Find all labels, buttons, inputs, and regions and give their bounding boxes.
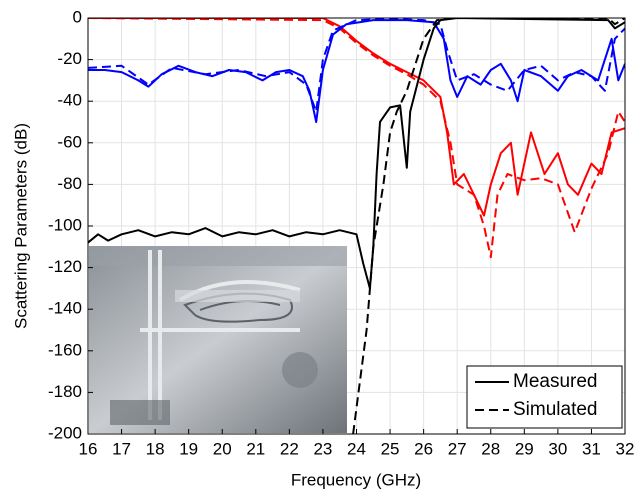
y-tick-label: -100	[48, 215, 82, 234]
legend: Measured Simulated	[466, 365, 623, 429]
plot-lines	[88, 18, 625, 434]
series-line	[352, 18, 625, 434]
series-line	[88, 19, 625, 123]
x-tick-label: 32	[616, 439, 635, 458]
y-tick-label: -200	[48, 423, 82, 442]
y-tick-label: -160	[48, 340, 82, 359]
ticks: 16 17 18 19 20 21 22 23 24 25 26 27 28 29 30 31 32-200-1…	[48, 7, 634, 458]
y-tick-label: -20	[57, 49, 82, 68]
x-axis-label: Frequency (GHz)	[291, 470, 421, 489]
legend-box	[466, 365, 623, 429]
legend-label: Measured	[513, 371, 598, 392]
x-tick-label: 31	[582, 439, 601, 458]
x-tick-label: 29	[515, 439, 534, 458]
y-tick-label: -40	[57, 91, 82, 110]
x-tick-label: 23	[313, 439, 332, 458]
x-tick-label: 30	[548, 439, 567, 458]
y-tick-label: -140	[48, 299, 82, 318]
x-tick-label: 20	[213, 439, 232, 458]
x-tick-label: 22	[280, 439, 299, 458]
y-tick-label: -60	[57, 132, 82, 151]
x-tick-label: 25	[381, 439, 400, 458]
x-tick-label: 16	[79, 439, 98, 458]
y-tick-label: -120	[48, 257, 82, 276]
series-line	[88, 18, 625, 290]
x-tick-label: 24	[347, 439, 366, 458]
y-tick-label: -80	[57, 174, 82, 193]
series-line	[88, 18, 625, 259]
x-tick-label: 17	[112, 439, 131, 458]
series-line	[88, 18, 625, 113]
legend-label: Simulated	[513, 399, 598, 420]
y-axis-label: Scattering Parameters (dB)	[11, 123, 30, 329]
x-tick-label: 27	[448, 439, 467, 458]
y-tick-label: 0	[73, 7, 82, 26]
x-tick-label: 18	[146, 439, 165, 458]
y-tick-label: -180	[48, 382, 82, 401]
x-tick-label: 26	[414, 439, 433, 458]
inset-photo	[89, 246, 347, 433]
x-tick-label: 19	[179, 439, 198, 458]
x-tick-label: 21	[246, 439, 265, 458]
series-line	[88, 18, 625, 217]
x-tick-label: 28	[481, 439, 500, 458]
